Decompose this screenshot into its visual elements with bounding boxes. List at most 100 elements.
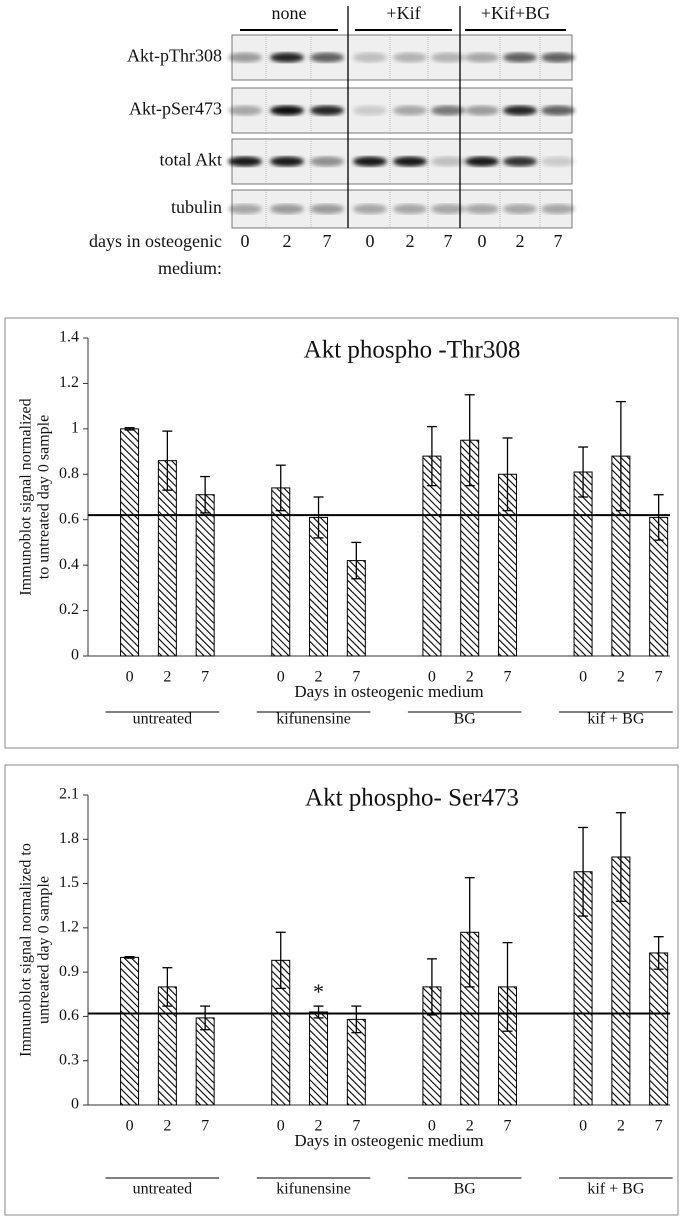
error-bar — [464, 394, 475, 487]
lane-label: 2 — [406, 231, 415, 251]
band — [431, 105, 465, 116]
error-bar — [615, 400, 626, 512]
y-tick-label: 0.6 — [59, 1007, 79, 1024]
band — [541, 156, 575, 167]
y-axis-title: Immunoblot signal normalized to — [18, 843, 35, 1057]
error-bar — [426, 958, 437, 1016]
band — [465, 52, 499, 63]
error-bar — [162, 430, 173, 491]
error-bar — [653, 494, 664, 541]
y-axis-title: to untreated day 0 sample — [36, 415, 53, 579]
band — [465, 156, 499, 167]
band — [541, 204, 575, 214]
x-tick-label: 7 — [352, 669, 360, 686]
x-tick-label: 2 — [315, 1118, 323, 1135]
error-bar — [124, 427, 135, 431]
y-tick-label: 1.5 — [59, 874, 79, 891]
lane-label: 0 — [366, 231, 375, 251]
x-tick-label: 2 — [617, 669, 625, 686]
band — [310, 156, 344, 167]
band — [228, 52, 262, 63]
lane-label: 0 — [478, 231, 487, 251]
x-tick-label: 0 — [428, 669, 436, 686]
x-tick-label: 2 — [163, 1118, 171, 1135]
x-tick-label: 7 — [503, 669, 511, 686]
condition-label: none — [272, 3, 307, 23]
lane-label: 2 — [516, 231, 525, 251]
y-tick-label: 1.2 — [59, 919, 79, 936]
group-label: BG — [454, 711, 477, 728]
lane-label: 7 — [444, 231, 453, 251]
band — [503, 52, 537, 63]
band — [431, 204, 465, 214]
error-bar — [313, 1005, 324, 1019]
row-label: Akt-pSer473 — [129, 99, 222, 119]
bar — [120, 428, 140, 657]
row-label: total Akt — [160, 150, 223, 170]
group-label: untreated — [133, 711, 193, 728]
x-tick-label: 0 — [277, 669, 285, 686]
x-tick-label: 2 — [617, 1118, 625, 1135]
y-tick-label: 0 — [71, 647, 79, 664]
band — [503, 204, 537, 214]
band — [353, 204, 387, 214]
charts: 0 0.2 0.4 0.6 0.8 1 1.2 1.4 0 2 7 0 2 7 0 2 7 0 2 7 untreate… — [4, 317, 679, 1216]
row-label: Akt-pThr308 — [127, 46, 222, 66]
x-tick-label: 7 — [201, 1118, 209, 1135]
bar — [309, 1011, 329, 1106]
error-bar — [578, 446, 589, 498]
band — [310, 105, 344, 116]
bar — [573, 471, 593, 657]
group-label: kifunensine — [276, 711, 351, 728]
chart-title: Akt phospho- Ser473 — [305, 785, 519, 812]
y-axis-title: Immunoblot signal normalized — [18, 398, 35, 595]
lane-label: 0 — [241, 231, 250, 251]
y-tick-label: 0 — [71, 1096, 79, 1113]
x-tick-label: 2 — [466, 1118, 474, 1135]
band — [393, 156, 427, 167]
chart: 0 0.2 0.4 0.6 0.8 1 1.2 1.4 0 2 7 0 2 7 0 2 7 0 2 7 untreate… — [4, 317, 679, 749]
error-bar — [275, 464, 286, 512]
x-tick-label: 0 — [126, 1118, 134, 1135]
band — [270, 156, 304, 167]
band — [503, 105, 537, 116]
group-label: kif + BG — [587, 1181, 644, 1198]
band — [393, 105, 427, 116]
condition-label: +Kif+BG — [481, 3, 550, 23]
error-bar — [313, 496, 324, 539]
x-axis-title: Days in osteogenic medium — [294, 682, 483, 701]
chart: 0 0.3 0.6 0.9 1.2 1.5 1.8 2.1 0 2 7 0 2 7 0 2 7 0 2 7 untrea… — [4, 764, 679, 1216]
chart-frame — [4, 764, 679, 1216]
bar — [649, 952, 669, 1106]
band — [310, 204, 344, 214]
lane-label: 2 — [283, 231, 292, 251]
group-label: BG — [454, 1181, 477, 1198]
band — [228, 156, 262, 167]
x-axis-title: Days in osteogenic medium — [294, 1131, 483, 1150]
error-bar — [464, 877, 475, 988]
x-tick-label: 2 — [163, 669, 171, 686]
western-blot: none +Kif +Kif+BG Akt-pThr308 Akt-pSer473 tot… — [89, 3, 575, 278]
condition-label: +Kif — [386, 3, 420, 23]
y-tick-label: 1 — [71, 420, 79, 437]
x-tick-label: 0 — [579, 669, 587, 686]
x-tick-label: 0 — [579, 1118, 587, 1135]
y-tick-label: 0.9 — [59, 963, 79, 980]
bar — [120, 956, 140, 1106]
y-tick-label: 0.6 — [59, 510, 79, 527]
bar — [271, 487, 291, 657]
band — [270, 52, 304, 63]
lane-label: 7 — [554, 231, 563, 251]
band — [431, 156, 465, 167]
error-bar — [200, 475, 211, 514]
error-bar — [502, 437, 513, 512]
band — [270, 204, 304, 214]
x-tick-label: 2 — [315, 669, 323, 686]
band — [465, 204, 499, 214]
bar — [195, 494, 215, 657]
error-bar — [275, 931, 286, 990]
x-tick-label: 7 — [201, 669, 209, 686]
error-bar — [615, 812, 626, 902]
error-bar — [200, 1005, 211, 1031]
days-label: medium: — [158, 258, 222, 278]
